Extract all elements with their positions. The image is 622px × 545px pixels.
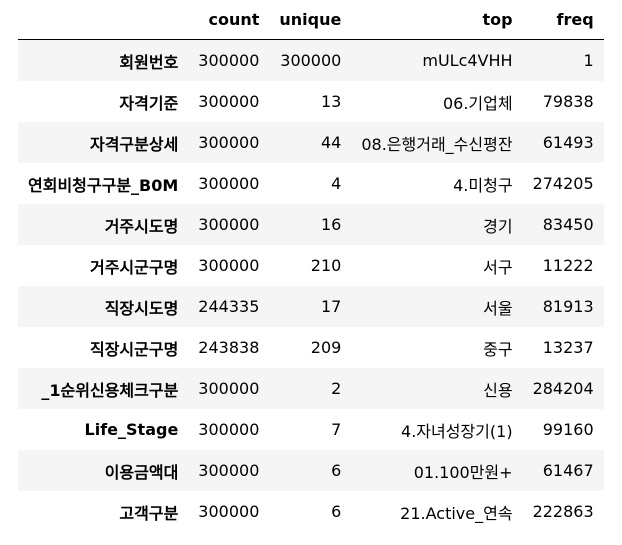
cell-count: 300000 [198,420,260,439]
cell-freq: 61493 [542,133,594,152]
table-row: 이용금액대 300000 6 01.100만원+ 61467 [18,450,604,491]
row-index: 고객구분 [119,503,179,523]
table-row: 거주시군구명 300000 210 서구 11222 [18,245,604,286]
header-row: count unique top freq [18,0,604,40]
row-index: 자격기준 [119,93,179,113]
table-body: 회원번호 300000 300000 mULc4VHH 1 자격기준 30000… [18,39,604,532]
cell-freq: 61467 [542,461,594,480]
cell-freq: 222863 [532,502,594,521]
cell-freq: 1 [583,51,594,70]
table-row: 거주시도명 300000 16 경기 83450 [18,204,604,245]
cell-count: 300000 [198,51,260,70]
cell-freq: 11222 [542,256,594,275]
index-header [18,0,189,40]
cell-top: 중구 [483,339,513,359]
table-row: 회원번호 300000 300000 mULc4VHH 1 [18,39,604,81]
table-row: 자격기준 300000 13 06.기업체 79838 [18,81,604,122]
cell-count: 300000 [198,215,260,234]
describe-table: count unique top freq 회원번호 300000 300000… [18,0,604,532]
cell-count: 244335 [198,297,260,316]
cell-top: 06.기업체 [442,93,513,113]
column-header-unique: unique [269,0,352,40]
cell-freq: 83450 [542,215,594,234]
table-row: 고객구분 300000 6 21.Active_연속 222863 [18,491,604,532]
row-index: 회원번호 [119,52,179,72]
cell-unique: 44 [320,133,342,152]
cell-top: 경기 [483,216,513,236]
table-row: Life_Stage 300000 7 4.자녀성장기(1) 99160 [18,409,604,450]
cell-count: 300000 [198,379,260,398]
cell-count: 300000 [198,502,260,521]
row-index: 자격구분상세 [89,134,179,154]
cell-freq: 13237 [542,338,594,357]
cell-freq: 284204 [532,379,594,398]
cell-top: 신용 [483,380,513,400]
cell-top: 08.은행거래_수신평잔 [361,134,513,154]
cell-count: 300000 [198,92,260,111]
row-index: 거주시군구명 [89,257,179,277]
table-row: _1순위신용체크구분 300000 2 신용 284204 [18,368,604,409]
cell-count: 243838 [198,338,260,357]
table-row: 직장시군구명 243838 209 중구 13237 [18,327,604,368]
column-header-count: count [188,0,270,40]
cell-unique: 300000 [280,51,342,70]
cell-top: 서울 [483,298,513,318]
row-index: 연회비청구구분_B0M [28,175,179,195]
cell-unique: 6 [331,461,342,480]
cell-unique: 7 [331,420,342,439]
cell-unique: 210 [310,256,342,275]
cell-top: 21.Active_연속 [400,503,513,523]
cell-freq: 99160 [542,420,594,439]
cell-unique: 4 [331,174,342,193]
cell-count: 300000 [198,174,260,193]
cell-count: 300000 [198,133,260,152]
column-header-top: top [351,0,523,40]
cell-unique: 2 [331,379,342,398]
cell-top: mULc4VHH [422,51,513,70]
row-index: 거주시도명 [104,216,179,236]
cell-count: 300000 [198,256,260,275]
cell-top: 4.자녀성장기(1) [401,421,513,441]
cell-count: 300000 [198,461,260,480]
cell-freq: 81913 [542,297,594,316]
cell-unique: 13 [320,92,342,111]
cell-freq: 274205 [532,174,594,193]
cell-freq: 79838 [542,92,594,111]
table-row: 직장시도명 244335 17 서울 81913 [18,286,604,327]
cell-top: 4.미청구 [453,175,513,195]
table-row: 연회비청구구분_B0M 300000 4 4.미청구 274205 [18,163,604,204]
row-index: _1순위신용체크구분 [41,380,179,400]
column-header-freq: freq [522,0,604,40]
cell-unique: 16 [320,215,342,234]
cell-unique: 209 [310,338,342,357]
row-index: Life_Stage [84,420,179,439]
table-header: count unique top freq [18,0,604,40]
cell-top: 01.100만원+ [413,462,513,482]
table-row: 자격구분상세 300000 44 08.은행거래_수신평잔 61493 [18,122,604,163]
cell-top: 서구 [483,257,513,277]
cell-unique: 6 [331,502,342,521]
row-index: 이용금액대 [104,462,179,482]
row-index: 직장시도명 [104,298,179,318]
row-index: 직장시군구명 [89,339,179,359]
cell-unique: 17 [320,297,342,316]
